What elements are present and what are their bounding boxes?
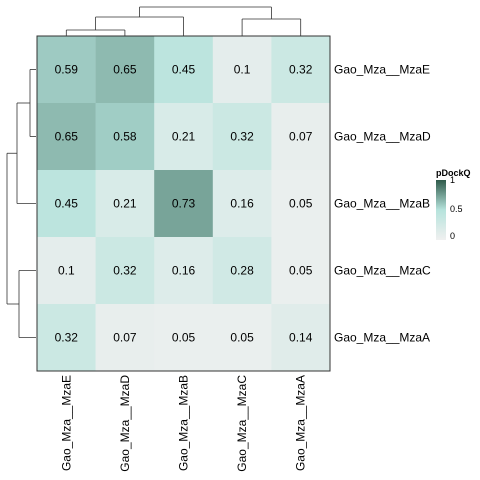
cell-value-label: 0.07: [289, 130, 313, 144]
legend-tick-label: 1: [450, 175, 455, 185]
heatmap-cell: [271, 103, 331, 171]
heatmap-cell: [154, 237, 214, 305]
cell-value-label: 0.32: [55, 331, 79, 345]
row-label: Gao_Mza__MzaE: [334, 63, 430, 77]
heatmap-cell: [95, 304, 155, 372]
legend-tick-label: 0.5: [450, 204, 463, 214]
heatmap-cell: [212, 170, 272, 238]
legend-title: pDockQ: [436, 168, 471, 178]
row-label: Gao_Mza__MzaC: [334, 264, 431, 278]
heatmap-cell: [37, 304, 96, 372]
column-dendrogram: [65, 6, 302, 36]
cell-value-label: 0.05: [172, 331, 196, 345]
column-label: Gao_Mza__MzaC: [235, 375, 249, 472]
legend-ticks: 10.50: [446, 175, 463, 241]
cell-value-label: 0.45: [55, 197, 79, 211]
cell-value-label: 0.65: [113, 63, 137, 77]
column-label: Gao_Mza__MzaA: [294, 375, 308, 471]
heatmap-cell: [37, 237, 96, 305]
cell-value-label: 0.07: [113, 331, 137, 345]
column-label: Gao_Mza__MzaE: [59, 375, 73, 471]
legend: pDockQ 10.50: [436, 168, 471, 241]
cell-value-label: 0.16: [172, 264, 196, 278]
heatmap-cell: [212, 36, 272, 104]
heatmap-cell: [212, 304, 272, 372]
legend-tick-label: 0: [450, 231, 455, 241]
row-label: Gao_Mza__MzaD: [334, 130, 431, 144]
cell-value-label: 0.58: [113, 130, 137, 144]
heatmap-cell: [37, 170, 96, 238]
heatmap-cell: [212, 103, 272, 171]
heatmap-cells: 0.59 0.65 0.45 0.1 0.32 0.65 0.58 0.21 0.32 0.07 0…: [37, 36, 331, 372]
cell-value-label: 0.05: [289, 264, 313, 278]
cell-value-label: 0.05: [230, 331, 254, 345]
cell-value-label: 0.32: [289, 63, 313, 77]
heatmap-cell: [271, 36, 331, 104]
heatmap-cell: [95, 103, 155, 171]
heatmap-cell: [95, 36, 155, 104]
cell-value-label: 0.28: [230, 264, 254, 278]
heatmap-cell: [95, 237, 155, 305]
heatmap-cell: [37, 103, 96, 171]
heatmap-border: [36, 35, 331, 372]
cell-value-label: 0.73: [172, 197, 196, 211]
heatmap-cell: [154, 36, 214, 104]
legend-color-bar: [436, 180, 446, 240]
cell-value-label: 0.45: [172, 63, 196, 77]
cell-value-label: 0.1: [234, 63, 251, 77]
heatmap-cell: [212, 237, 272, 305]
cell-value-label: 0.65: [55, 130, 79, 144]
heatmap-cell: [271, 170, 331, 238]
row-dendrogram: [6, 69, 36, 338]
cell-value-label: 0.32: [113, 264, 137, 278]
row-label: Gao_Mza__MzaA: [334, 331, 430, 345]
heatmap-cell: [95, 170, 155, 238]
cell-value-label: 0.21: [113, 197, 137, 211]
column-label: Gao_Mza__MzaB: [177, 375, 191, 471]
heatmap-cell: [154, 304, 214, 372]
cell-value-label: 0.14: [289, 331, 313, 345]
heatmap-cell: [37, 36, 96, 104]
row-labels: Gao_Mza__MzaE Gao_Mza__MzaD Gao_Mza__MzaB G…: [334, 63, 431, 345]
cell-value-label: 0.1: [58, 264, 75, 278]
cell-value-label: 0.32: [230, 130, 254, 144]
heatmap-cell: [154, 103, 214, 171]
cell-value-label: 0.16: [230, 197, 254, 211]
cell-value-label: 0.05: [289, 197, 313, 211]
row-label: Gao_Mza__MzaB: [334, 197, 430, 211]
heatmap-cell: [271, 304, 331, 372]
column-labels: Gao_Mza__MzaE Gao_Mza__MzaD Gao_Mza__MzaB G…: [59, 375, 307, 472]
heatmap-cell: [271, 237, 331, 305]
cell-value-label: 0.21: [172, 130, 196, 144]
column-label: Gao_Mza__MzaD: [118, 375, 132, 472]
cell-value-label: 0.59: [55, 63, 79, 77]
heatmap-cell: [154, 170, 214, 238]
